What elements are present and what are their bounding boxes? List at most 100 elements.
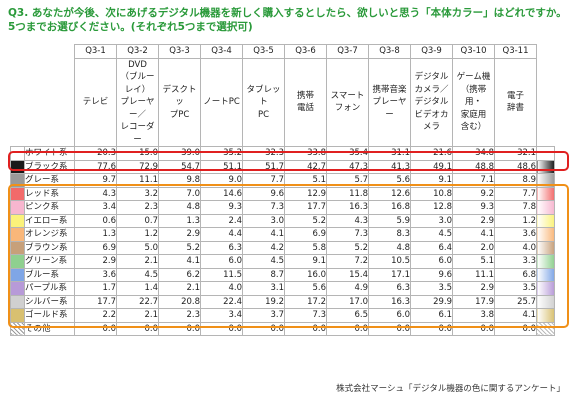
question-code: Q3-8 [368,44,411,59]
percent-cell: 7.0 [158,186,201,201]
percent-cell: 4.1 [452,227,495,242]
question-code: Q3-5 [242,44,285,59]
percent-cell: 9.1 [410,173,453,188]
percent-cell: 6.2 [158,267,201,282]
percent-cell: 16.3 [368,294,411,309]
table-row: ブルー系 3.6 4.5 6.2 11.5 8.7 16.0 15.4 17.1 9.6 11.1 6… [10,267,555,282]
device-header-line: 辞書 [506,103,524,114]
color-bar [536,308,555,323]
percent-cell: 2.1 [116,308,159,323]
table-row: ブラウン系 6.9 5.0 5.2 6.3 4.2 5.8 5.2 4.8 6.4 2.0 4.0 [10,240,555,255]
question-code: Q3-2 [116,44,159,59]
percent-cell: 1.2 [116,227,159,242]
percent-cell: 4.3 [74,186,117,201]
percent-cell: 2.0 [452,240,495,255]
color-name: オレンジ系 [24,227,75,242]
percent-cell: 31.1 [368,146,411,161]
color-name: ブラック系 [24,159,75,174]
question-text: Q3. あなたが今後、次にあげるデジタル機器を新しく購入するとしたら、欲しいと思… [8,6,573,34]
color-preference-table: Q3-1 Q3-2 Q3-3 Q3-4 Q3-5 Q3-6 Q3-7 Q3-8 Q3-9 Q3-1… [10,44,555,336]
percent-cell: 32.1 [494,146,537,161]
device-header-line: 携帯 [296,90,314,101]
percent-cell: 7.7 [242,173,285,188]
device-header-line: 電子 [506,90,524,101]
device-header-line: プPC [169,109,190,120]
percent-cell: 6.9 [284,227,327,242]
percent-cell: 7.2 [326,254,369,269]
percent-cell: 34.8 [452,146,495,161]
device-header-line: ビデオカメラ [414,109,449,133]
table-row: ピンク系 3.4 2.3 4.8 9.3 7.3 17.7 16.3 16.8 12.8 9.3 7.… [10,200,555,215]
percent-cell: 15.0 [116,146,159,161]
percent-cell: 11.1 [116,173,159,188]
percent-cell: 5.2 [284,213,327,228]
percent-cell: 2.3 [158,308,201,323]
percent-cell: 14.6 [200,186,243,201]
percent-cell: 6.0 [410,254,453,269]
percent-cell: 1.3 [74,227,117,242]
device-header: タブレット PC [242,57,285,147]
percent-cell: 8.3 [368,227,411,242]
percent-cell: 8.7 [242,267,285,282]
device-header-line: テレビ [82,97,109,107]
percent-cell: 9.2 [452,186,495,201]
percent-cell: 8.9 [494,173,537,188]
percent-cell: 35.4 [326,146,369,161]
color-bar [536,186,555,201]
percent-cell: 3.0 [242,213,285,228]
device-header: DVD （ブルーレイ） プレーヤー／ レコーダー [116,57,159,147]
table-row: ブラック系 77.6 72.9 54.7 51.1 51.7 42.7 47.3 41.3 49.… [10,159,555,174]
percent-cell: 4.1 [158,254,201,269]
percent-cell: 0.0 [200,321,243,336]
percent-cell: 5.8 [284,240,327,255]
percent-cell: 33.8 [284,146,327,161]
percent-cell: 1.2 [494,213,537,228]
percent-cell: 1.7 [74,281,117,296]
color-bar [536,294,555,309]
percent-cell: 9.6 [242,186,285,201]
question-line-2: 5つまでお選びください。(それぞれ5つまで選択可) [8,21,253,33]
percent-cell: 48.8 [452,159,495,174]
percent-cell: 4.5 [116,267,159,282]
percent-cell: 11.8 [326,186,369,201]
device-header-line: デジタル [414,97,449,107]
percent-cell: 0.6 [74,213,117,228]
color-swatch [10,146,25,161]
color-name: ゴールド系 [24,308,75,323]
percent-cell: 9.3 [200,200,243,215]
percent-cell: 3.2 [116,186,159,201]
percent-cell: 19.2 [242,294,285,309]
percent-cell: 4.4 [200,227,243,242]
color-bar [536,213,555,228]
color-bar [536,321,555,336]
percent-cell: 3.5 [494,281,537,296]
percent-cell: 2.2 [74,308,117,323]
percent-cell: 5.7 [326,173,369,188]
percent-cell: 7.7 [494,186,537,201]
table-row: その他 0.0 0.0 0.0 0.0 0.0 0.0 0.0 0.0 0.0 0.0 0.0 [10,321,555,336]
percent-cell: 2.3 [116,200,159,215]
percent-cell: 5.1 [452,254,495,269]
percent-cell: 22.7 [116,294,159,309]
percent-cell: 0.0 [116,321,159,336]
percent-cell: 0.0 [410,321,453,336]
color-swatch [10,308,25,323]
question-code: Q3-9 [410,44,453,59]
color-name: ブラウン系 [24,240,75,255]
percent-cell: 17.1 [368,267,411,282]
percent-cell: 4.5 [242,254,285,269]
percent-cell: 4.5 [410,227,453,242]
percent-cell: 3.8 [452,308,495,323]
question-line-1: Q3. あなたが今後、次にあげるデジタル機器を新しく購入するとしたら、欲しいと思… [8,7,567,19]
percent-cell: 4.8 [158,200,201,215]
percent-cell: 9.3 [452,200,495,215]
device-header-line: デジタル [414,72,449,82]
percent-cell: 11.1 [452,267,495,282]
device-header: デジタル カメラ／ デジタル ビデオカメラ [410,57,453,147]
percent-cell: 2.1 [158,281,201,296]
percent-cell: 4.8 [368,240,411,255]
percent-cell: 12.9 [284,186,327,201]
device-header-line: スマート [330,90,365,101]
percent-cell: 7.3 [242,200,285,215]
percent-cell: 0.0 [242,321,285,336]
